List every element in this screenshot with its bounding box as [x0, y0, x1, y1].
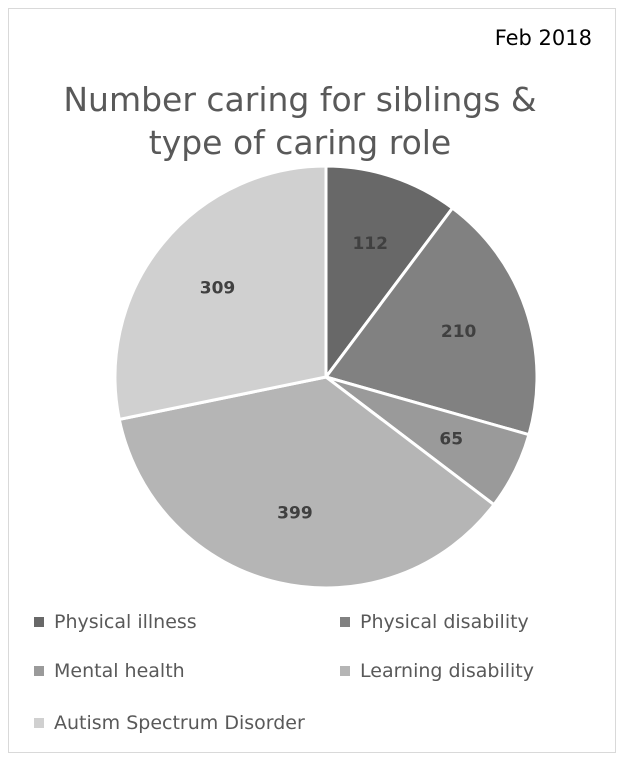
pie-slice-autism-spectrum-disorder [113, 164, 328, 421]
pie-slice-learning-disability [117, 375, 496, 590]
legend-item-physical-disability: Physical disability [340, 611, 529, 633]
legend-label: Autism Spectrum Disorder [54, 712, 305, 734]
legend-label: Physical illness [54, 611, 197, 633]
legend-swatch [340, 666, 350, 676]
legend-swatch [34, 617, 44, 627]
chart-title: Number caring for siblings & type of car… [63, 80, 537, 162]
pie-labels: 112 210 65 399 309 [200, 234, 477, 523]
date-label: Feb 2018 [494, 26, 592, 50]
data-label-autism-spectrum-disorder: 309 [200, 279, 236, 299]
legend-item-learning-disability: Learning disability [340, 660, 534, 682]
pie-slice-physical-illness [324, 164, 454, 379]
legend-swatch [34, 718, 44, 728]
legend-item-autism-spectrum-disorder: Autism Spectrum Disorder [34, 712, 305, 734]
data-label-mental-health: 65 [439, 430, 463, 450]
data-label-learning-disability: 399 [277, 504, 313, 524]
legend-item-mental-health: Mental health [34, 660, 185, 682]
pie-slice-physical-disability [324, 206, 539, 437]
pie-slices [113, 164, 539, 590]
legend-label: Learning disability [360, 660, 534, 682]
legend-swatch [340, 617, 350, 627]
legend-swatch [34, 666, 44, 676]
legend-label: Physical disability [360, 611, 529, 633]
data-label-physical-illness: 112 [352, 234, 388, 254]
data-label-physical-disability: 210 [441, 322, 477, 342]
legend-item-physical-illness: Physical illness [34, 611, 197, 633]
legend-label: Mental health [54, 660, 185, 682]
